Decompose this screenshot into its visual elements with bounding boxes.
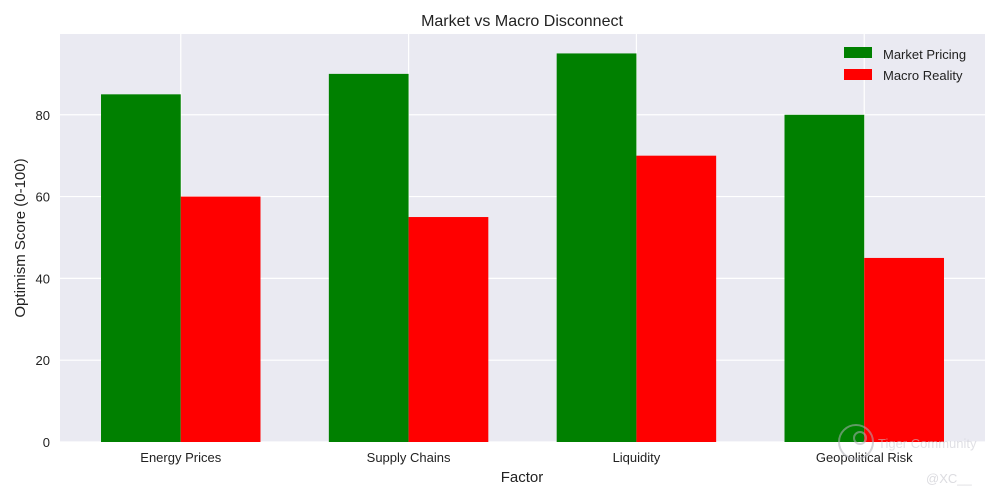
legend-swatch-market-pricing xyxy=(844,47,872,58)
x-tick-label: Energy Prices xyxy=(140,450,221,465)
bar-macro-reality xyxy=(408,217,489,442)
x-tick-label: Supply Chains xyxy=(367,450,451,465)
watermark: Tiger Community @XC__ xyxy=(838,424,977,486)
bar-macro-reality xyxy=(864,257,944,442)
y-tick-label: 80 xyxy=(36,108,50,123)
y-tick-label: 0 xyxy=(43,435,50,450)
watermark-logo-inner-icon xyxy=(853,431,867,445)
legend: Market Pricing Macro Reality xyxy=(844,47,966,83)
watermark-text: Tiger Community xyxy=(878,436,977,451)
legend-swatch-macro-reality xyxy=(844,69,872,80)
y-tick-label: 40 xyxy=(36,271,50,286)
bar-macro-reality xyxy=(636,155,717,442)
bars xyxy=(101,53,944,443)
y-tick-label: 60 xyxy=(36,190,50,205)
chart-title: Market vs Macro Disconnect xyxy=(421,13,623,30)
x-axis-ticks: Energy Prices Supply Chains Liquidity Geopo… xyxy=(140,450,913,465)
watermark-handle: @XC__ xyxy=(926,471,972,486)
bar-market-pricing xyxy=(328,73,409,442)
legend-label-macro-reality: Macro Reality xyxy=(883,68,963,83)
y-axis-ticks: 0 20 40 60 80 xyxy=(36,108,50,450)
bar-market-pricing xyxy=(556,53,637,443)
bar-macro-reality xyxy=(180,196,261,442)
x-axis-label: Factor xyxy=(501,469,544,486)
x-tick-label: Liquidity xyxy=(613,450,661,465)
watermark-logo-icon xyxy=(838,424,874,460)
bar-market-pricing xyxy=(784,114,865,442)
y-tick-label: 20 xyxy=(36,353,50,368)
legend-label-market-pricing: Market Pricing xyxy=(883,47,966,62)
bar-market-pricing xyxy=(101,94,181,443)
y-axis-label: Optimism Score (0-100) xyxy=(12,158,29,317)
